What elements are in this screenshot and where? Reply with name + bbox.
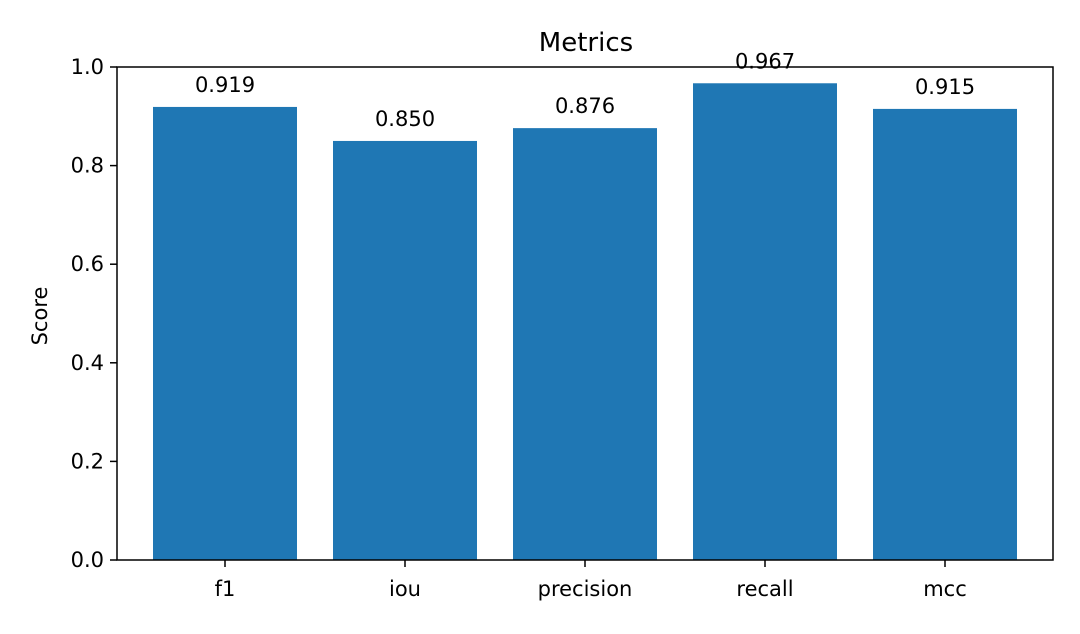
bars-group	[153, 83, 1017, 561]
value-label-recall: 0.967	[735, 49, 795, 73]
y-tick-label: 0.8	[71, 154, 104, 178]
bar-f1	[153, 106, 297, 561]
x-axis-ticks: f1 iou precision recall mcc	[215, 560, 967, 601]
value-label-mcc: 0.915	[915, 75, 975, 99]
x-tick-label-precision: precision	[538, 577, 633, 601]
value-label-iou: 0.850	[375, 107, 435, 131]
x-tick-label-iou: iou	[389, 577, 421, 601]
bar-iou	[333, 140, 477, 560]
value-label-f1: 0.919	[195, 73, 255, 97]
x-tick-label-recall: recall	[736, 577, 793, 601]
y-tick-label: 0.2	[71, 449, 104, 473]
bar-mcc	[873, 108, 1017, 560]
plot-area-frame	[116, 66, 1054, 561]
y-tick-label: 0.6	[71, 252, 104, 276]
y-tick-label: 0.4	[71, 351, 104, 375]
bar-precision	[513, 128, 657, 560]
chart-title: Metrics	[539, 28, 633, 58]
y-axis-label: Score	[28, 287, 52, 346]
x-tick-label-f1: f1	[215, 577, 236, 601]
value-label-precision: 0.876	[555, 94, 615, 118]
y-tick-label: 0.0	[71, 548, 104, 572]
y-tick-label: 1.0	[71, 55, 104, 79]
bar-recall	[693, 83, 837, 561]
x-tick-label-mcc: mcc	[923, 577, 967, 601]
y-axis-ticks: 0.0 0.2 0.4 0.6 0.8 1.0	[71, 55, 117, 572]
value-labels-group: 0.919 0.850 0.876 0.967 0.915	[195, 49, 975, 131]
